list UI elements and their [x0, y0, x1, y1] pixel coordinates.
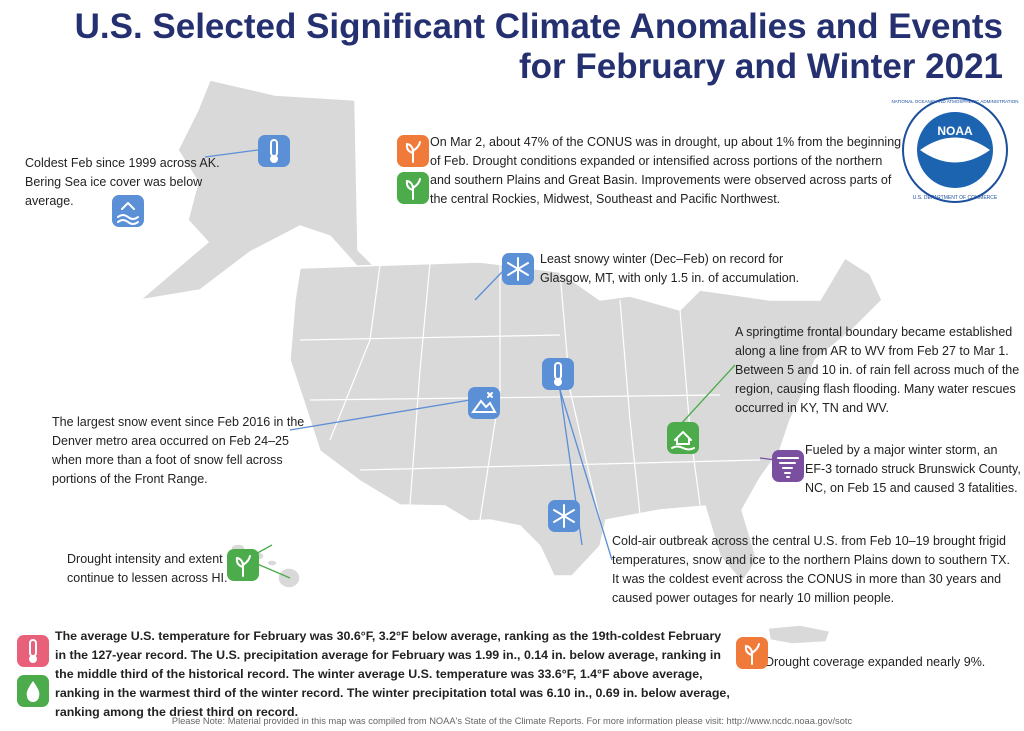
icon-thermo — [542, 358, 574, 390]
leader-line — [289, 399, 471, 431]
annotation-line: region, causing flash flooding. Many wat… — [735, 382, 1016, 396]
icon-box — [542, 358, 574, 390]
annotation-line: Fueled by a major winter storm, an — [805, 443, 997, 457]
annotation: Coldest Feb since 1999 across AK. Bering … — [25, 156, 220, 208]
annotation-line: caused power outages for nearly 10 milli… — [612, 591, 894, 605]
logo-department: U.S. DEPARTMENT OF COMMERCE — [913, 195, 998, 201]
icon-glyph — [29, 655, 37, 663]
summary-line: the middle third of the historical recor… — [55, 667, 703, 681]
annotation-line: Denver metro area occurred on Feb 24–25 — [52, 434, 289, 448]
icon-snow — [502, 253, 534, 285]
icon-glyph — [405, 141, 421, 163]
annotation-line: Between 5 and 10 in. of rain fell across… — [735, 363, 1019, 377]
icon-sprout — [397, 172, 429, 204]
hawaii-island — [266, 559, 278, 567]
puerto-rico — [767, 624, 832, 645]
leader-line — [204, 149, 259, 158]
icon-flood — [667, 422, 699, 454]
icon-glyph — [26, 681, 40, 702]
annotation-line: Bering Sea ice cover was below — [25, 175, 203, 189]
noaa-logo: NOAA NATIONAL OCEANIC AND ATMOSPHERIC AD… — [891, 97, 1019, 203]
leader-line — [679, 364, 736, 426]
icon-box — [468, 387, 500, 419]
icon-thermo — [17, 635, 49, 667]
annotation-line: NC, on Feb 15 and caused 3 fatalities. — [805, 481, 1018, 495]
icon-tornado — [772, 450, 804, 482]
icon-tree — [397, 135, 429, 167]
icon-glyph — [777, 457, 799, 478]
title-line: U.S. Selected Significant Climate Anomal… — [75, 7, 1003, 46]
title: U.S. Selected Significant Climate Anomal… — [75, 7, 1003, 86]
title-line: for February and Winter 2021 — [519, 47, 1003, 86]
icon-glyph — [744, 643, 760, 665]
icon-thermo — [258, 135, 290, 167]
icon-sprout — [227, 549, 259, 581]
icon-tree — [736, 637, 768, 669]
annotation-line: and southern Plains and Great Basin. Imp… — [430, 173, 892, 187]
icon-drop — [17, 675, 49, 707]
annotation: On Mar 2, about 47% of the CONUS was in … — [430, 135, 901, 206]
icon-ice — [112, 195, 144, 227]
footnote: Please Note: Material provided in this m… — [172, 716, 853, 726]
summary-line: The average U.S. temperature for Februar… — [55, 629, 721, 643]
leader-line — [254, 562, 291, 579]
annotation-line: EF-3 tornado struck Brunswick County, — [805, 462, 1021, 476]
summary-line: ranking in the warmest third of the wint… — [55, 686, 730, 700]
annotation: Drought intensity and extent continue to … — [67, 552, 228, 585]
annotation: Drought coverage expanded nearly 9%. — [765, 655, 985, 669]
logo-agency: NATIONAL OCEANIC AND ATMOSPHERIC ADMINIS… — [891, 99, 1018, 104]
alaska — [137, 79, 402, 302]
annotation-line: portions of the Front Range. — [52, 472, 208, 486]
summary-line: ranking among the driest third on record… — [55, 705, 298, 719]
annotation-line: Drought coverage expanded nearly 9%. — [765, 655, 985, 669]
icon-glyph — [405, 178, 421, 200]
summary: The average U.S. temperature for Februar… — [55, 629, 730, 719]
annotation-line: On Mar 2, about 47% of the CONUS was in … — [430, 135, 901, 149]
map — [137, 79, 883, 645]
icon-glyph — [270, 155, 278, 163]
annotation: The largest snow event since Feb 2016 in… — [51, 415, 304, 486]
logo-name: NOAA — [937, 124, 973, 138]
icon-glyph — [671, 430, 695, 451]
annotation-line: Glasgow, MT, with only 1.5 in. of accumu… — [540, 271, 799, 285]
annotation-line: Cold-air outbreak across the central U.S… — [612, 534, 1006, 548]
annotation-line: A springtime frontal boundary became est… — [735, 325, 1012, 339]
annotation-line: average. — [25, 194, 74, 208]
annotation-line: It was the coldest event across the CONU… — [612, 572, 1001, 586]
annotation: A springtime frontal boundary became est… — [735, 325, 1019, 415]
annotation-line: Drought intensity and extent — [67, 552, 223, 566]
logo-bird — [920, 137, 990, 163]
annotation-line: Coldest Feb since 1999 across AK. — [25, 156, 220, 170]
annotation-line: Least snowy winter (Dec–Feb) on record f… — [540, 252, 783, 266]
annotation: Fueled by a major winter storm, an EF-3 t… — [805, 443, 1021, 495]
annotation: Least snowy winter (Dec–Feb) on record f… — [540, 252, 799, 285]
contiguous-us — [289, 256, 883, 584]
icon-box — [667, 422, 699, 454]
annotation: Cold-air outbreak across the central U.S… — [612, 534, 1010, 605]
icon-glyph — [553, 504, 575, 528]
icon-box — [258, 135, 290, 167]
icon-glyph — [117, 201, 139, 225]
annotation-line: occurred in KY, TN and WV. — [735, 401, 889, 415]
icon-glyph — [235, 555, 251, 577]
icon-glyph — [471, 392, 497, 413]
summary-line: in the 127-year record. The U.S. precipi… — [55, 648, 721, 662]
annotation-line: when more than a foot of snow fell acros… — [51, 453, 283, 467]
annotation-line: continue to lessen across HI. — [67, 571, 228, 585]
icon-mount — [468, 387, 500, 419]
annotation-line: temperatures, snow and ice to the northe… — [612, 553, 1010, 567]
icon-box — [17, 635, 49, 667]
leader-line — [559, 389, 613, 561]
annotation-line: along a line from AR to WV from Feb 27 t… — [735, 344, 1009, 358]
icon-glyph — [507, 257, 529, 281]
leader-line — [474, 271, 503, 301]
annotation-line: the central Rockies, Midwest, Southeast … — [430, 192, 780, 206]
icon-glyph — [554, 378, 562, 386]
annotation-line: of Feb. Drought conditions expanded or i… — [430, 154, 882, 168]
icon-snow — [548, 500, 580, 532]
annotation-line: The largest snow event since Feb 2016 in… — [52, 415, 304, 429]
